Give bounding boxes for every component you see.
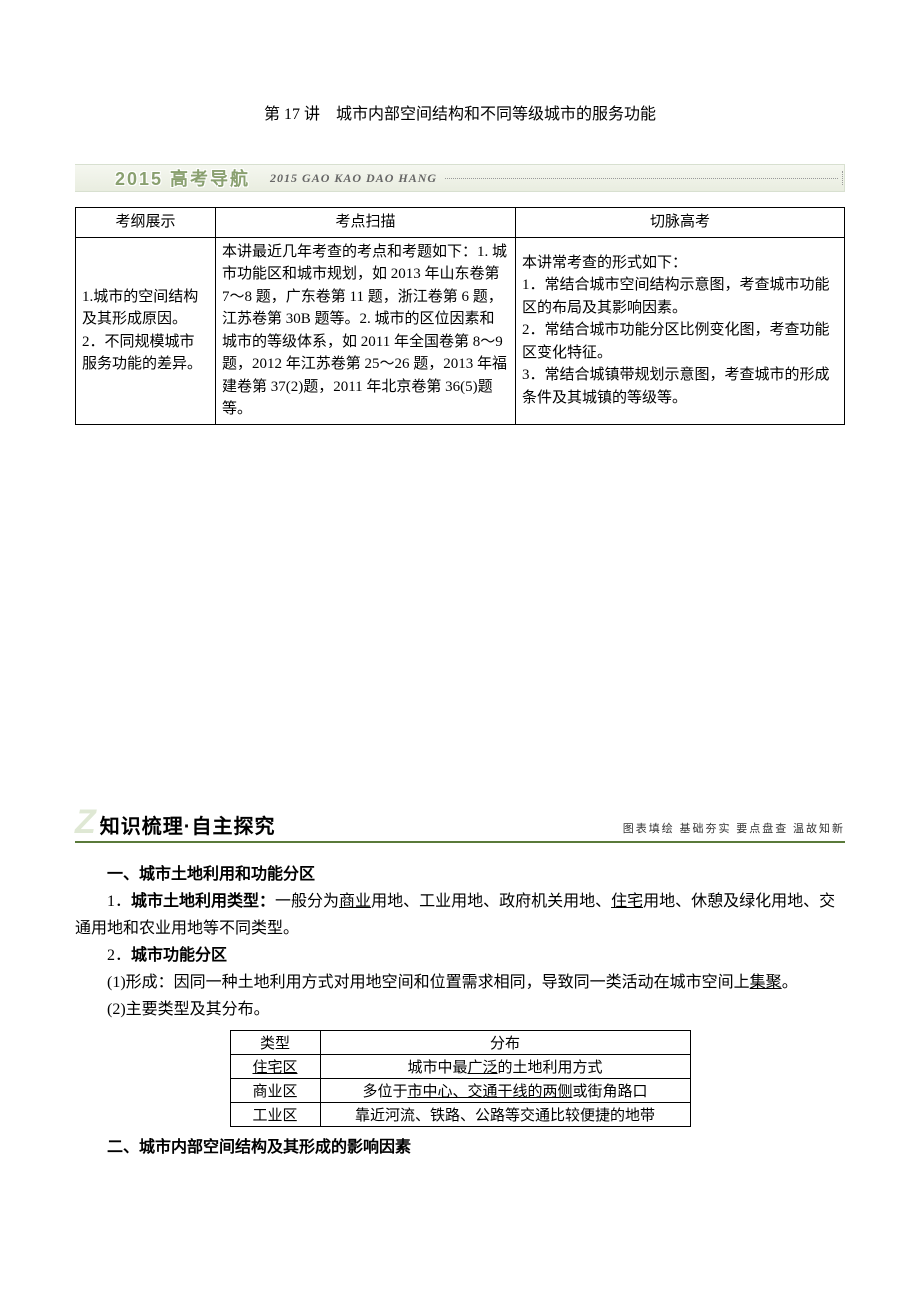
p1-u1: 商业: [339, 893, 371, 910]
banner-1-title: 2015 高考导航: [115, 165, 250, 191]
zone-table: 类型 分布 住宅区 城市中最广泛的土地利用方式 商业区 多位于市中心、交通干线的…: [230, 1030, 691, 1127]
banner-2-subtitle: 图表填绘 基础夯实 要点盘查 温故知新: [623, 820, 845, 839]
lesson-title: 第 17 讲 城市内部空间结构和不同等级城市的服务功能: [75, 100, 845, 124]
p1-u2: 住宅: [611, 893, 643, 910]
cell-r2b: 多位于市中心、交通干线的两侧或街角路口: [320, 1078, 690, 1102]
para-4: (2)主要类型及其分布。: [75, 996, 845, 1023]
r1b-post: 的土地利用方式: [498, 1060, 603, 1076]
table-row: 住宅区 城市中最广泛的土地利用方式: [230, 1054, 690, 1078]
p3-a: (1)形成：因同一种土地利用方式对用地空间和位置需求相同，导致同一类活动在城市空…: [107, 974, 750, 991]
banner-2-letter: Z: [75, 805, 96, 839]
para-land-use: 1．城市土地利用类型：一般分为商业用地、工业用地、政府机关用地、住宅用地、休憩及…: [75, 888, 845, 942]
table-row: 商业区 多位于市中心、交通干线的两侧或街角路口: [230, 1078, 690, 1102]
table-row: 工业区 靠近河流、铁路、公路等交通比较便捷的地带: [230, 1102, 690, 1126]
r1a: 住宅区: [252, 1060, 297, 1076]
banner-1-subtitle: 2015 GAO KAO DAO HANG: [270, 171, 437, 186]
cell-scan: 本讲最近几年考查的考点和考题如下：1. 城市功能区和城市规划，如 2013 年山…: [216, 237, 516, 424]
banner-knowledge: Z 知识梳理·自主探究 图表填绘 基础夯实 要点盘查 温故知新: [75, 805, 845, 843]
exam-guide-table: 考纲展示 考点扫描 切脉高考 1.城市的空间结构及其形成原因。 2．不同规模城市…: [75, 207, 845, 425]
p1-a: 一般分为: [275, 893, 339, 910]
p1-bold: 城市土地利用类型：: [131, 893, 275, 910]
para-2: 2．城市功能分区: [75, 942, 845, 969]
p2-num: 2．: [107, 947, 131, 964]
banner-2-title: 知识梳理·自主探究: [100, 810, 276, 839]
cell-outline: 1.城市的空间结构及其形成原因。 2．不同规模城市服务功能的差异。: [76, 237, 216, 424]
cell-commercial: 商业区: [230, 1078, 320, 1102]
th-type: 类型: [230, 1030, 320, 1054]
heading-2: 二、城市内部空间结构及其形成的影响因素: [75, 1133, 845, 1157]
banner-1-dot-end: [842, 171, 844, 185]
heading-1: 一、城市土地利用和功能分区: [75, 861, 845, 888]
cell-pulse: 本讲常考查的形式如下： 1．常结合城市空间结构示意图，考查城市功能区的布局及其影…: [516, 237, 845, 424]
banner-gaokao: 2015 高考导航 2015 GAO KAO DAO HANG: [75, 164, 845, 192]
table-header-row: 考纲展示 考点扫描 切脉高考: [76, 208, 845, 238]
cell-residential: 住宅区: [230, 1054, 320, 1078]
spacer: [75, 425, 845, 805]
th-scan: 考点扫描: [216, 208, 516, 238]
table-row: 类型 分布: [230, 1030, 690, 1054]
r2b-u: 市中心、交通干线的两侧: [407, 1084, 572, 1100]
cell-r1b: 城市中最广泛的土地利用方式: [320, 1054, 690, 1078]
th-pulse: 切脉高考: [516, 208, 845, 238]
banner-1-dots: [445, 178, 838, 179]
r1b-u: 广泛: [467, 1060, 497, 1076]
p1-m: 用地、工业用地、政府机关用地、: [371, 893, 611, 910]
table-row: 1.城市的空间结构及其形成原因。 2．不同规模城市服务功能的差异。 本讲最近几年…: [76, 237, 845, 424]
p3-u: 集聚: [750, 974, 782, 991]
th-outline: 考纲展示: [76, 208, 216, 238]
r1b-pre: 城市中最: [407, 1060, 467, 1076]
p1-pre: 1．: [107, 893, 131, 910]
p2-bold: 城市功能分区: [131, 947, 227, 964]
cell-industrial: 工业区: [230, 1102, 320, 1126]
p3-e: 。: [782, 974, 798, 991]
r2b-pre: 多位于: [362, 1084, 407, 1100]
r2b-post: 或街角路口: [573, 1084, 648, 1100]
banner-1-bar: 2015 高考导航 2015 GAO KAO DAO HANG: [75, 164, 845, 192]
para-3: (1)形成：因同一种土地利用方式对用地空间和位置需求相同，导致同一类活动在城市空…: [75, 969, 845, 996]
th-dist: 分布: [320, 1030, 690, 1054]
cell-r3b: 靠近河流、铁路、公路等交通比较便捷的地带: [320, 1102, 690, 1126]
